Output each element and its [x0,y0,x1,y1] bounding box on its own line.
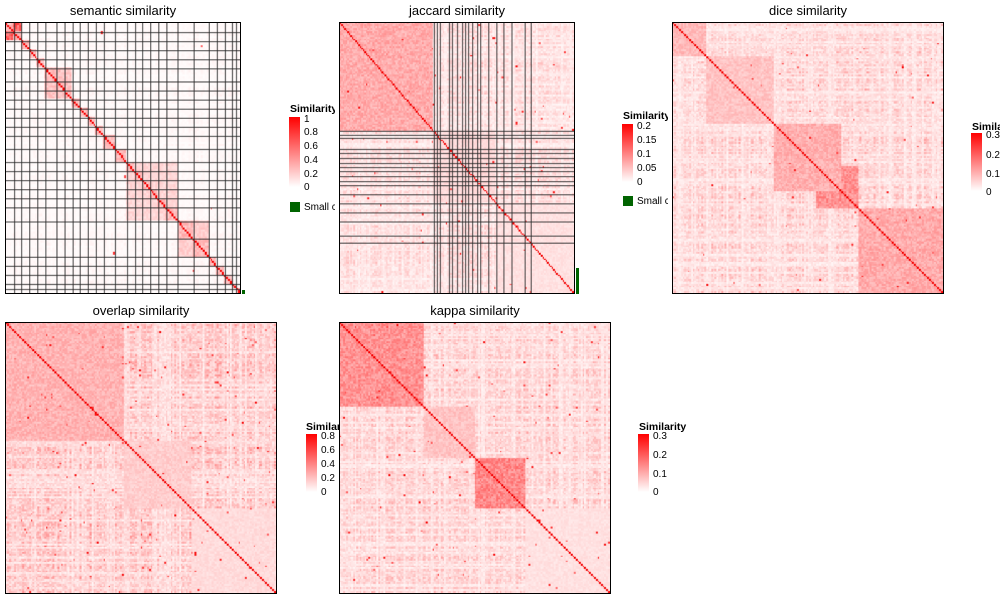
legend-jaccard: Similarity 0.2 0.15 0.1 0.05 0 Small clu… [622,110,668,210]
legend-tick-label: 0.2 [321,473,335,484]
small-clusters-label: Small clusters [304,202,335,213]
legend-colorbar [971,133,982,191]
small-clusters-bar-jaccard [576,268,579,294]
legend-colorbar [622,124,633,182]
panel-title-overlap: overlap similarity [92,303,190,318]
legend-tick-label: 0.8 [304,127,318,138]
legend-tick-label: 0.2 [304,169,318,180]
legend-tick-label: 0.15 [637,135,657,146]
heatmap-jaccard [339,22,575,294]
heatmap-kappa [339,322,611,594]
legend-tick-label: 0.6 [304,141,318,152]
legend-kappa: Similarity 0.3 0.2 0.1 0 [638,421,698,503]
legend-title: Similarity [972,121,1000,133]
legend-tick-label: 0.4 [304,155,318,166]
legend-title: Similarity [306,421,346,433]
legend-tick-label: 0 [321,487,327,498]
legend-tick-label: 0 [637,177,643,188]
legend-tick-label: 0.2 [653,450,667,461]
legend-tick-label: 0.2 [637,121,651,132]
small-clusters-label: Small clusters [637,196,668,207]
legend-tick-label: 0 [304,182,310,193]
legend-overlap: Similarity 0.8 0.6 0.4 0.2 0 [306,421,346,503]
legend-tick-label: 0.4 [321,459,335,470]
legend-tick-label: 0.1 [637,149,651,160]
legend-colorbar [638,434,649,492]
panel-title-jaccard: jaccard similarity [408,3,506,18]
panel-title-semantic: semantic similarity [69,3,177,18]
heatmap-semantic [5,22,241,294]
legend-tick-label: 0 [653,487,659,498]
legend-colorbar [306,434,317,492]
legend-tick-label: 0.05 [637,163,657,174]
panel-title-dice: dice similarity [768,3,847,18]
small-clusters-swatch [290,202,300,212]
legend-tick-label: 0.3 [653,431,667,442]
small-clusters-bar-semantic [242,290,245,294]
legend-tick-label: 0.8 [321,431,335,442]
legend-title: Similarity [639,421,687,433]
heatmap-overlap [5,322,277,594]
legend-tick-label: 0.2 [986,150,1000,161]
legend-tick-label: 0.6 [321,445,335,456]
legend-title: Similarity [290,103,335,115]
legend-tick-label: 0.1 [653,469,667,480]
legend-tick-label: 0 [986,187,992,198]
legend-tick-label: 0.1 [986,169,1000,180]
legend-title: Similarity [623,110,668,122]
legend-dice: Similarity 0.3 0.2 0.1 0 [971,121,1000,201]
panel-title-kappa: kappa similarity [430,303,520,318]
legend-tick-label: 0.3 [986,130,1000,141]
legend-colorbar [289,117,300,187]
small-clusters-swatch [623,196,633,206]
heatmap-dice [672,22,944,294]
legend-tick-label: 1 [304,114,310,125]
legend-semantic: Similarity 1 0.8 0.6 0.4 0.2 0 Small clu… [289,103,335,223]
